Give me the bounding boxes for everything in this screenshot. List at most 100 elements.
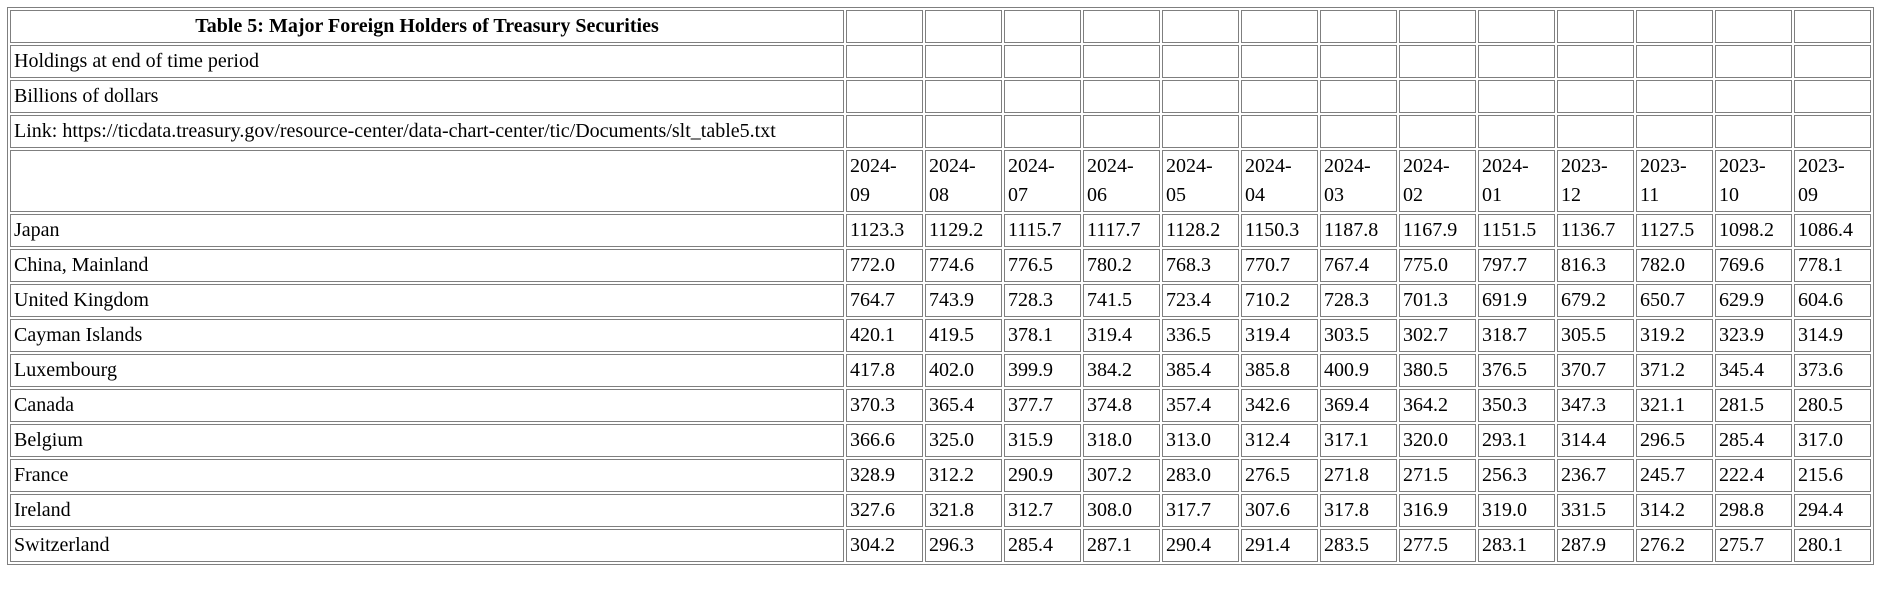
- holdings-value: 321.8: [925, 494, 1002, 527]
- empty-cell: [1083, 45, 1160, 78]
- holdings-value: 797.7: [1478, 249, 1555, 282]
- column-header-label: 2024-03: [1324, 155, 1371, 206]
- holdings-value: 782.0: [1636, 249, 1713, 282]
- column-header-2024-02: 2024-02: [1399, 150, 1476, 212]
- row-luxembourg: Luxembourg 417.8 402.0 399.9 384.2 385.4 385.8…: [10, 354, 1871, 387]
- holdings-value: 1115.7: [1004, 214, 1081, 247]
- holdings-value: 312.2: [925, 459, 1002, 492]
- holdings-value: 419.5: [925, 319, 1002, 352]
- subtitle-holdings: Holdings at end of time period: [10, 45, 844, 78]
- empty-cell: [925, 10, 1002, 43]
- holdings-value: 357.4: [1162, 389, 1239, 422]
- holdings-value: 313.0: [1162, 424, 1239, 457]
- holdings-value: 1128.2: [1162, 214, 1239, 247]
- holdings-value: 767.4: [1320, 249, 1397, 282]
- row-label-header-cell: [10, 150, 844, 212]
- holdings-value: 312.7: [1004, 494, 1081, 527]
- empty-cell: [846, 45, 923, 78]
- holdings-value: 312.4: [1241, 424, 1318, 457]
- holdings-value: 1187.8: [1320, 214, 1397, 247]
- subtitle-holdings-row: Holdings at end of time period: [10, 45, 1871, 78]
- holdings-value: 222.4: [1715, 459, 1792, 492]
- holdings-value: 778.1: [1794, 249, 1871, 282]
- holdings-value: 325.0: [925, 424, 1002, 457]
- holdings-value: 336.5: [1162, 319, 1239, 352]
- empty-cell: [1715, 45, 1792, 78]
- holdings-value: 1127.5: [1636, 214, 1713, 247]
- column-header-2024-03: 2024-03: [1320, 150, 1397, 212]
- holdings-value: 245.7: [1636, 459, 1713, 492]
- column-header-label: 2023-11: [1640, 155, 1687, 206]
- country-name: France: [10, 459, 844, 492]
- empty-cell: [1162, 10, 1239, 43]
- holdings-value: 331.5: [1557, 494, 1634, 527]
- holdings-value: 296.5: [1636, 424, 1713, 457]
- holdings-value: 318.0: [1083, 424, 1160, 457]
- holdings-value: 315.9: [1004, 424, 1081, 457]
- holdings-value: 723.4: [1162, 284, 1239, 317]
- holdings-value: 271.5: [1399, 459, 1476, 492]
- empty-cell: [1320, 80, 1397, 113]
- empty-cell: [1241, 45, 1318, 78]
- holdings-value: 236.7: [1557, 459, 1634, 492]
- holdings-value: 281.5: [1715, 389, 1792, 422]
- holdings-value: 290.9: [1004, 459, 1081, 492]
- holdings-value: 256.3: [1478, 459, 1555, 492]
- subtitle-units-row: Billions of dollars: [10, 80, 1871, 113]
- holdings-value: 327.6: [846, 494, 923, 527]
- holdings-value: 385.4: [1162, 354, 1239, 387]
- holdings-value: 314.9: [1794, 319, 1871, 352]
- empty-cell: [925, 115, 1002, 148]
- column-header-2023-09: 2023-09: [1794, 150, 1871, 212]
- holdings-value: 1150.3: [1241, 214, 1318, 247]
- column-header-2023-10: 2023-10: [1715, 150, 1792, 212]
- holdings-value: 215.6: [1794, 459, 1871, 492]
- empty-cell: [1794, 10, 1871, 43]
- row-switzerland: Switzerland 304.2 296.3 285.4 287.1 290.4 291.…: [10, 529, 1871, 562]
- empty-cell: [1320, 45, 1397, 78]
- empty-cell: [1794, 115, 1871, 148]
- holdings-value: 317.7: [1162, 494, 1239, 527]
- holdings-value: 275.7: [1715, 529, 1792, 562]
- holdings-value: 369.4: [1320, 389, 1397, 422]
- holdings-value: 629.9: [1715, 284, 1792, 317]
- country-name: Japan: [10, 214, 844, 247]
- row-ireland: Ireland 327.6 321.8 312.7 308.0 317.7 307.6 317…: [10, 494, 1871, 527]
- holdings-value: 701.3: [1399, 284, 1476, 317]
- source-link-row: Link: https://ticdata.treasury.gov/resou…: [10, 115, 1871, 148]
- country-name: China, Mainland: [10, 249, 844, 282]
- empty-cell: [1715, 80, 1792, 113]
- column-header-2024-04: 2024-04: [1241, 150, 1318, 212]
- holdings-value: 816.3: [1557, 249, 1634, 282]
- country-name: Luxembourg: [10, 354, 844, 387]
- column-header-label: 2023-10: [1719, 155, 1766, 206]
- holdings-value: 377.7: [1004, 389, 1081, 422]
- holdings-value: 420.1: [846, 319, 923, 352]
- source-link-text: Link: https://ticdata.treasury.gov/resou…: [10, 115, 844, 148]
- table-title: Table 5: Major Foreign Holders of Treasu…: [10, 10, 844, 43]
- holdings-value: 277.5: [1399, 529, 1476, 562]
- empty-cell: [1162, 45, 1239, 78]
- holdings-value: 321.1: [1636, 389, 1713, 422]
- holdings-value: 374.8: [1083, 389, 1160, 422]
- empty-cell: [846, 115, 923, 148]
- column-header-label: 2024-06: [1087, 155, 1134, 206]
- empty-cell: [1636, 10, 1713, 43]
- empty-cell: [1004, 45, 1081, 78]
- holdings-value: 378.1: [1004, 319, 1081, 352]
- empty-cell: [925, 80, 1002, 113]
- holdings-value: 314.2: [1636, 494, 1713, 527]
- holdings-value: 314.4: [1557, 424, 1634, 457]
- holdings-value: 1136.7: [1557, 214, 1634, 247]
- holdings-value: 320.0: [1399, 424, 1476, 457]
- holdings-value: 318.7: [1478, 319, 1555, 352]
- holdings-value: 371.2: [1636, 354, 1713, 387]
- column-header-label: 2024-05: [1166, 155, 1213, 206]
- holdings-value: 366.6: [846, 424, 923, 457]
- holdings-value: 293.1: [1478, 424, 1555, 457]
- holdings-value: 728.3: [1004, 284, 1081, 317]
- holdings-value: 308.0: [1083, 494, 1160, 527]
- empty-cell: [925, 45, 1002, 78]
- column-header-label: 2024-02: [1403, 155, 1450, 206]
- holdings-value: 342.6: [1241, 389, 1318, 422]
